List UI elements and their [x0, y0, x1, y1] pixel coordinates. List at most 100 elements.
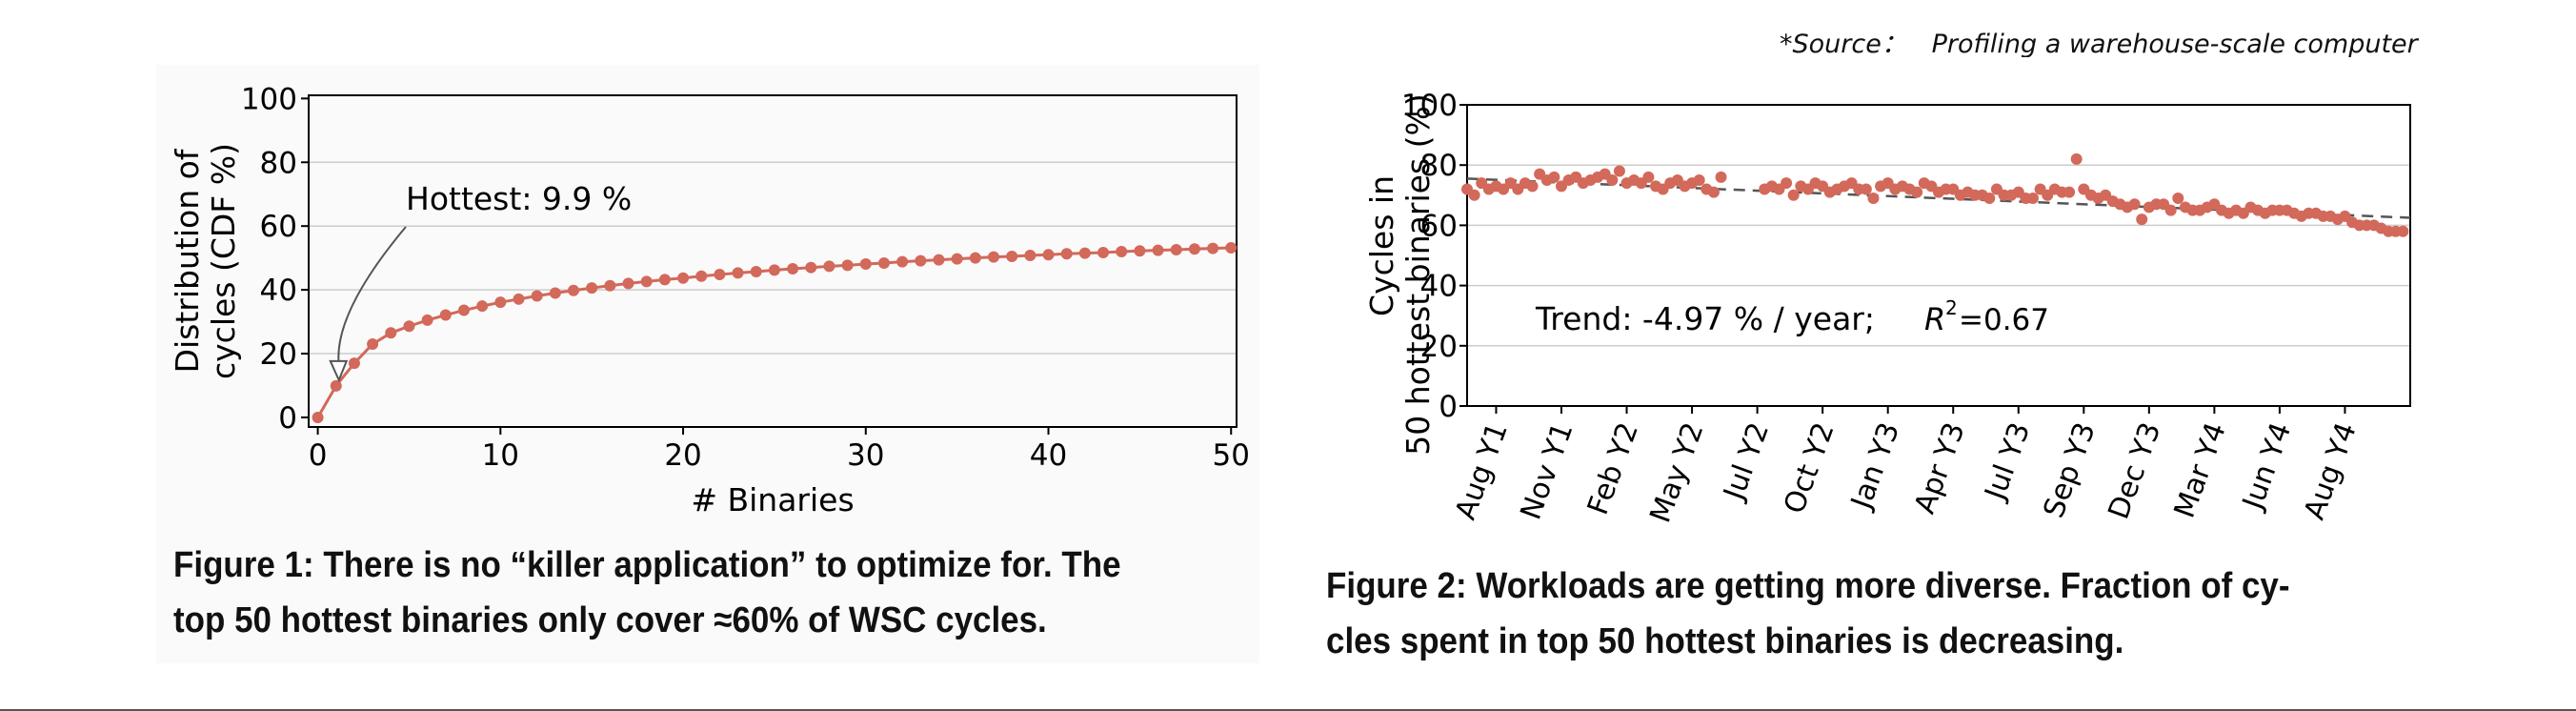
data-point	[367, 338, 379, 350]
data-point	[841, 259, 854, 272]
figure-1-panel: 0 20 40 60 80 100 0 10 20 30 40 50 Hottest: 9.9 % # B…	[156, 65, 1259, 663]
data-point	[951, 253, 963, 265]
data-point	[1024, 249, 1036, 261]
data-point	[1116, 245, 1128, 257]
data-point	[1526, 180, 1539, 193]
data-point	[1060, 248, 1073, 260]
bottom-rule	[0, 709, 2576, 711]
data-point	[859, 258, 872, 271]
y-tick-label: 40	[260, 274, 297, 308]
data-point	[805, 261, 817, 274]
data-point	[2164, 204, 2177, 216]
y-tick-label: 40	[1420, 270, 1458, 304]
data-point	[787, 263, 799, 275]
data-point	[1042, 249, 1055, 261]
data-point	[714, 269, 726, 281]
y-tick-label: 20	[260, 337, 297, 372]
data-point	[1548, 171, 1560, 183]
data-point	[2397, 225, 2409, 237]
data-point	[1693, 174, 1705, 186]
y-tick-label: 20	[1420, 330, 1458, 364]
x-tick-label: 10	[482, 438, 519, 473]
data-point	[1468, 189, 1480, 201]
data-point	[1642, 171, 1655, 183]
x-tick-label: May Y2	[1643, 418, 1710, 527]
data-point	[1911, 186, 1923, 198]
annotation-label: Hottest: 9.9 %	[406, 180, 632, 217]
data-point	[476, 300, 489, 313]
data-point	[732, 267, 744, 279]
y-tick-label: 0	[278, 401, 297, 436]
x-tick-label: Nov Y1	[1515, 418, 1580, 524]
data-point	[750, 266, 762, 278]
data-point	[1860, 183, 1872, 195]
source-note: *Source： Profiling a warehouse-scale com…	[1780, 30, 2418, 59]
data-point	[403, 320, 415, 333]
x-tick-label: Sep Y3	[2038, 418, 2103, 522]
figure-1-caption-line-1: Figure 1: There is no “killer applicatio…	[173, 545, 1121, 585]
x-tick-label: Apr Y3	[1908, 418, 1972, 518]
y-axis-label-line-2: cycles (CDF %)	[205, 143, 242, 379]
data-point	[1006, 250, 1018, 262]
data-point	[385, 327, 397, 339]
data-point	[915, 254, 927, 267]
data-point	[1781, 177, 1793, 190]
data-point	[549, 287, 561, 299]
figure-2-caption-line-2: cles spent in top 50 hottest binaries is…	[1326, 621, 2124, 661]
figure-1-chart: 0 20 40 60 80 100 0 10 20 30 40 50 Hottest: 9.9 % # B…	[169, 82, 1250, 518]
data-point	[2128, 198, 2141, 211]
data-point	[658, 274, 671, 286]
figure-1-caption-line-2: top 50 hottest binaries only cover ≈60% …	[173, 600, 1047, 640]
y-axis-label-line-2: 50 hottest binaries (%)	[1399, 93, 1437, 455]
data-point	[622, 277, 634, 290]
data-point	[1983, 192, 1996, 204]
x-tick-label: Dec Y3	[2103, 418, 2168, 524]
data-point	[1225, 241, 1238, 254]
y-axis-label-line-1: Cycles in	[1363, 175, 1400, 316]
data-point	[1207, 242, 1219, 254]
x-tick-label: Aug Y4	[2298, 418, 2364, 524]
y-tick-label: 60	[260, 210, 297, 244]
x-tick-label: Jan Y3	[1844, 418, 1906, 515]
x-tick-label: Jun Y4	[2236, 418, 2299, 516]
annotation-arrow	[337, 226, 407, 365]
y-axis-label-line-1: Distribution of	[169, 148, 206, 373]
plot-frame	[1466, 104, 2411, 407]
data-point	[2070, 152, 2083, 165]
x-tick-label: Feb Y2	[1581, 418, 1645, 519]
x-tick-label: 40	[1030, 438, 1067, 473]
x-tick-label: 30	[847, 438, 884, 473]
data-point	[1606, 174, 1619, 186]
y-tick-label: 60	[1420, 209, 1458, 243]
data-point	[640, 275, 653, 288]
y-tick-label: 80	[260, 146, 297, 180]
data-point	[604, 279, 616, 292]
x-tick-label: 50	[1213, 438, 1250, 473]
x-tick-label: 0	[309, 438, 328, 473]
trend-annotation: Trend: -4.97 % / year;	[1535, 300, 1875, 337]
data-point	[1078, 247, 1091, 259]
data-point	[877, 257, 890, 270]
data-point	[513, 293, 525, 305]
data-point	[531, 290, 543, 302]
y-tick-label: 100	[1401, 89, 1458, 123]
data-point	[2063, 186, 2076, 198]
data-point	[1787, 189, 1800, 201]
data-point	[768, 264, 780, 276]
data-point	[348, 357, 360, 370]
data-point	[494, 296, 507, 309]
annotation-arrowhead	[329, 359, 349, 383]
data-point	[987, 251, 999, 263]
data-point	[1188, 243, 1200, 255]
data-point	[439, 309, 452, 321]
data-point	[1134, 245, 1146, 257]
figure-2-caption-line-1: Figure 2: Workloads are getting more div…	[1326, 566, 2290, 606]
data-point	[1170, 243, 1182, 255]
r-squared-exponent: 2	[1945, 296, 1958, 319]
data-point	[896, 255, 909, 268]
data-point	[457, 304, 470, 316]
data-point	[677, 272, 690, 284]
data-point	[1867, 192, 1880, 204]
x-tick-label: Jul Y2	[1717, 418, 1776, 506]
